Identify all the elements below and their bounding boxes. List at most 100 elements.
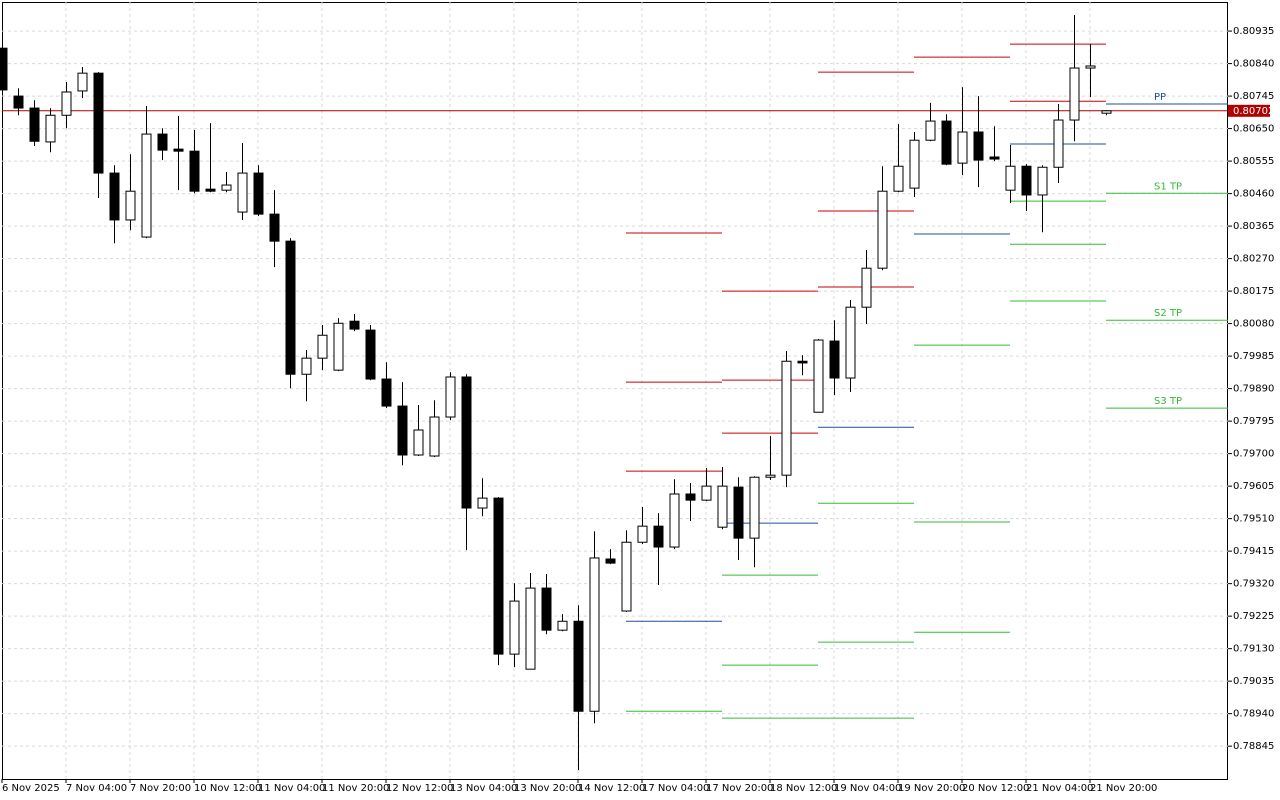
pivot-label: PP xyxy=(1154,92,1166,103)
y-tick-label: 0.80555 xyxy=(1233,156,1274,167)
candle-body xyxy=(61,91,72,116)
candle-body xyxy=(269,213,280,242)
candle-body xyxy=(669,493,680,548)
x-tick-label: 19 Nov 04:00 xyxy=(834,783,901,794)
x-tick-label: 18 Nov 12:00 xyxy=(770,783,837,794)
x-tick-label: 20 Nov 12:00 xyxy=(962,783,1029,794)
y-tick-label: 0.79320 xyxy=(1233,579,1274,590)
candle-body xyxy=(1005,165,1016,191)
candle-body xyxy=(701,485,712,501)
candle-body xyxy=(205,188,216,192)
candle-body xyxy=(317,334,328,359)
x-tick-label: 11 Nov 04:00 xyxy=(258,783,325,794)
x-tick-label: 21 Nov 04:00 xyxy=(1026,783,1093,794)
candle-body xyxy=(765,474,776,478)
candle-body xyxy=(685,493,696,501)
candle-body xyxy=(13,95,24,109)
candle-body xyxy=(781,360,792,476)
candle-body xyxy=(1069,67,1080,121)
candle-body xyxy=(525,587,536,670)
y-tick-label: 0.80175 xyxy=(1233,286,1274,297)
candle-body xyxy=(45,114,56,143)
candle-body xyxy=(557,620,568,631)
x-tick-label: 17 Nov 04:00 xyxy=(642,783,709,794)
x-tick-label: 14 Nov 12:00 xyxy=(578,783,645,794)
candle-body xyxy=(877,190,888,269)
candle-body xyxy=(637,525,648,543)
candle-body xyxy=(1053,119,1064,168)
y-tick-label: 0.80935 xyxy=(1233,26,1274,37)
candle-body xyxy=(941,120,952,165)
candle-body xyxy=(125,190,136,221)
candle-body xyxy=(173,148,184,152)
x-tick-label: 17 Nov 20:00 xyxy=(706,783,773,794)
candle-body xyxy=(0,47,8,91)
candle-body xyxy=(429,416,440,457)
x-tick-label: 6 Nov 2025 xyxy=(2,783,60,794)
x-tick-label: 13 Nov 04:00 xyxy=(450,783,517,794)
y-tick-label: 0.79510 xyxy=(1233,514,1274,525)
x-tick-label: 7 Nov 04:00 xyxy=(66,783,127,794)
candle-body xyxy=(461,376,472,509)
candle-body xyxy=(285,240,296,375)
candle-body xyxy=(893,165,904,192)
candle-body xyxy=(445,376,456,418)
candle-body xyxy=(1085,65,1096,69)
y-tick-label: 0.80650 xyxy=(1233,124,1274,135)
candle-body xyxy=(1037,166,1048,196)
y-tick-label: 0.80080 xyxy=(1233,319,1274,330)
y-tick-label: 0.79415 xyxy=(1233,546,1274,557)
candle-body xyxy=(477,497,488,509)
candle-body xyxy=(829,340,840,379)
candle-body xyxy=(413,429,424,456)
candle-body xyxy=(717,485,728,528)
candle-body xyxy=(845,306,856,379)
candle-body xyxy=(909,139,920,189)
y-tick-label: 0.80745 xyxy=(1233,91,1274,102)
y-tick-label: 0.80840 xyxy=(1233,59,1274,70)
candle-body xyxy=(797,360,808,364)
y-tick-label: 0.79035 xyxy=(1233,676,1274,687)
candle-body xyxy=(621,541,632,612)
y-tick-label: 0.78940 xyxy=(1233,709,1274,720)
y-tick-label: 0.79985 xyxy=(1233,351,1274,362)
x-tick-label: 12 Nov 12:00 xyxy=(386,783,453,794)
y-tick-label: 0.80460 xyxy=(1233,189,1274,200)
candle-body xyxy=(221,184,232,191)
y-tick-label: 0.79225 xyxy=(1233,611,1274,622)
candle-body xyxy=(77,72,88,92)
candle-body xyxy=(973,131,984,161)
candle-body xyxy=(365,329,376,380)
candle-body xyxy=(333,322,344,371)
candle-body xyxy=(253,172,264,215)
candle-body xyxy=(989,156,1000,160)
current-price-label: 0.80702 xyxy=(1233,106,1274,117)
pivot-label: S1 TP xyxy=(1154,181,1182,192)
candle-body xyxy=(493,497,504,655)
candle-body xyxy=(349,320,360,330)
x-tick-label: 7 Nov 20:00 xyxy=(130,783,191,794)
candle-body xyxy=(237,172,248,213)
candle-body xyxy=(301,357,312,375)
candle-body xyxy=(749,476,760,539)
candle-body xyxy=(573,620,584,712)
candle-body xyxy=(541,587,552,631)
candle-body xyxy=(109,172,120,221)
candle-body xyxy=(653,525,664,548)
y-tick-label: 0.80270 xyxy=(1233,254,1274,265)
candle-body xyxy=(1021,165,1032,196)
y-tick-label: 0.79700 xyxy=(1233,449,1274,460)
candle-body xyxy=(29,107,40,142)
y-tick-label: 0.79605 xyxy=(1233,481,1274,492)
y-tick-label: 0.79890 xyxy=(1233,384,1274,395)
pivot-label: S2 TP xyxy=(1154,308,1182,319)
candle-body xyxy=(509,600,520,655)
plot-frame xyxy=(2,2,1228,780)
x-tick-label: 19 Nov 20:00 xyxy=(898,783,965,794)
x-tick-label: 11 Nov 20:00 xyxy=(322,783,389,794)
candle-body xyxy=(589,557,600,712)
candle-body xyxy=(605,558,616,564)
y-tick-label: 0.79130 xyxy=(1233,644,1274,655)
candle-body xyxy=(1101,110,1112,114)
x-tick-label: 21 Nov 20:00 xyxy=(1090,783,1157,794)
